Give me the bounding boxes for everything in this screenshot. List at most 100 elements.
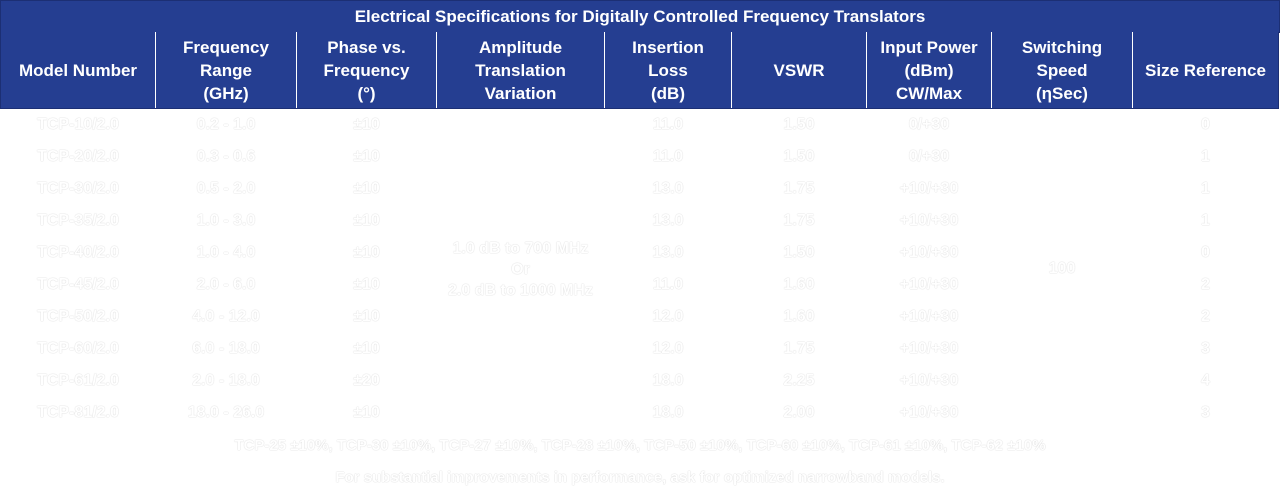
phase-cell: ±10 (353, 308, 380, 325)
footnote-tolerances: TCP-25 ±10%, TCP-30 ±10%, TCP-27 ±10%, T… (234, 437, 1046, 454)
table-title: Electrical Specifications for Digitally … (0, 0, 1280, 33)
size-reference-cell: 4 (1201, 372, 1210, 389)
model-number-cell: TCP-45/2.0 (37, 276, 119, 293)
header-vswr: VSWR (731, 32, 867, 109)
vswr-cell: 2.00 (783, 404, 815, 421)
frequency-range-cell: 4.0 - 12.0 (192, 308, 260, 325)
model-number-cell: TCP-81/2.0 (37, 404, 119, 421)
input-power-cell: +10/+30 (899, 308, 959, 325)
footnote-narrowband: For substantial improvements in performa… (335, 469, 945, 486)
input-power-cell: 0/+30 (908, 148, 950, 165)
phase-cell: ±10 (353, 244, 380, 261)
header-amplitude-translation-variation: Amplitude Translation Variation (436, 32, 605, 109)
frequency-range-cell: 1.0 - 4.0 (196, 244, 256, 261)
size-reference-cell: 3 (1201, 340, 1210, 357)
size-reference-cell: 1 (1201, 212, 1210, 229)
header-phase-vs-frequency: Phase vs. Frequency (°) (296, 32, 437, 109)
frequency-range-cell: 0.5 - 2.0 (196, 180, 256, 197)
input-power-cell: 0/+30 (908, 116, 950, 133)
phase-cell: ±10 (353, 212, 380, 229)
phase-cell: ±10 (353, 116, 380, 133)
vswr-cell: 1.50 (783, 116, 815, 133)
table-row: TCP-20/2.0 0.3 - 0.6 ±10 11.0 1.50 0/+30… (1, 141, 1279, 173)
input-power-cell: +10/+30 (899, 180, 959, 197)
frequency-range-cell: 6.0 - 18.0 (192, 340, 260, 357)
insertion-loss-cell: 18.0 (652, 372, 684, 389)
specifications-table: Model Number Frequency Range (GHz) Phase v… (0, 32, 1279, 429)
phase-cell: ±10 (353, 276, 380, 293)
size-reference-cell: 0 (1201, 116, 1210, 133)
amplitude-variation-line-3: 2.0 dB to 1000 MHz (448, 281, 593, 299)
header-size-reference: Size Reference (1132, 32, 1279, 109)
amplitude-variation-cell: 1.0 dB to 700 MHz Or 2.0 dB to 1000 MHz (437, 109, 605, 430)
insertion-loss-cell: 13.0 (652, 180, 684, 197)
header-row: Model Number Frequency Range (GHz) Phase v… (0, 32, 1279, 109)
vswr-cell: 1.75 (783, 340, 815, 357)
phase-cell: ±10 (353, 180, 380, 197)
insertion-loss-cell: 13.0 (652, 244, 684, 261)
table-row: TCP-81/2.0 18.0 - 26.0 ±10 18.0 2.00 +10… (1, 397, 1279, 429)
table-row: TCP-45/2.0 2.0 - 6.0 ±10 11.0 1.60 +10/+… (1, 269, 1279, 301)
frequency-range-cell: 2.0 - 6.0 (196, 276, 256, 293)
header-frequency-range: Frequency Range (GHz) (155, 32, 297, 109)
size-reference-cell: 2 (1201, 276, 1210, 293)
input-power-cell: +10/+30 (899, 244, 959, 261)
phase-cell: ±10 (353, 148, 380, 165)
switching-speed-cell: 100 (1048, 260, 1076, 277)
vswr-cell: 1.50 (783, 148, 815, 165)
header-switching-speed: Switching Speed (ηSec) (991, 32, 1133, 109)
input-power-cell: +10/+30 (899, 340, 959, 357)
table-row: TCP-10/2.0 0.2 - 1.0 ±10 1.0 dB to 700 M… (1, 109, 1279, 299)
model-number-cell: TCP-30/2.0 (37, 180, 119, 197)
frequency-range-cell: 2.0 - 18.0 (192, 372, 260, 389)
frequency-range-cell: 1.0 - 3.0 (196, 212, 256, 229)
input-power-cell: +10/+30 (899, 372, 959, 389)
amplitude-variation-line-2: Or (511, 260, 530, 278)
insertion-loss-cell: 11.0 (652, 116, 684, 133)
size-reference-cell: 1 (1201, 180, 1210, 197)
frequency-range-cell: 0.3 - 0.6 (196, 148, 256, 165)
frequency-range-cell: 0.2 - 1.0 (196, 116, 256, 133)
insertion-loss-cell: 12.0 (652, 340, 684, 357)
phase-cell: ±10 (353, 340, 380, 357)
insertion-loss-cell: 11.0 (652, 148, 684, 165)
header-insertion-loss: Insertion Loss (dB) (604, 32, 732, 109)
table-row: TCP-30/2.0 0.5 - 2.0 ±10 13.0 1.75 +10/+… (1, 173, 1279, 205)
model-number-cell: TCP-10/2.0 (37, 116, 119, 133)
frequency-range-cell: 18.0 - 26.0 (187, 404, 265, 421)
table-row: TCP-50/2.0 4.0 - 12.0 ±10 12.0 1.60 +10/… (1, 301, 1279, 333)
size-reference-cell: 2 (1201, 308, 1210, 325)
input-power-cell: +10/+30 (899, 212, 959, 229)
table-row: TCP-40/2.0 1.0 - 4.0 ±10 13.0 1.50 +10/+… (1, 237, 1279, 269)
vswr-cell: 1.75 (783, 180, 815, 197)
vswr-cell: 2.25 (783, 372, 815, 389)
insertion-loss-cell: 12.0 (652, 308, 684, 325)
model-number-cell: TCP-50/2.0 (37, 308, 119, 325)
header-model-number: Model Number (0, 32, 156, 109)
input-power-cell: +10/+30 (899, 276, 959, 293)
insertion-loss-cell: 18.0 (652, 404, 684, 421)
insertion-loss-cell: 13.0 (652, 212, 684, 229)
table-row: TCP-61/2.0 2.0 - 18.0 ±20 18.0 2.25 +10/… (1, 365, 1279, 397)
header-input-power: Input Power (dBm) CW/Max (866, 32, 992, 109)
input-power-cell: +10/+30 (899, 404, 959, 421)
vswr-cell: 1.50 (783, 244, 815, 261)
model-number-cell: TCP-60/2.0 (37, 340, 119, 357)
model-number-cell: TCP-35/2.0 (37, 212, 119, 229)
model-number-cell: TCP-20/2.0 (37, 148, 119, 165)
table-row: TCP-35/2.0 1.0 - 3.0 ±10 13.0 1.75 +10/+… (1, 205, 1279, 237)
insertion-loss-cell: 11.0 (652, 276, 684, 293)
phase-cell: ±20 (353, 372, 380, 389)
phase-cell: ±10 (353, 404, 380, 421)
size-reference-cell: 3 (1201, 404, 1210, 421)
size-reference-cell: 0 (1201, 244, 1210, 261)
model-number-cell: TCP-40/2.0 (37, 244, 119, 261)
vswr-cell: 1.75 (783, 212, 815, 229)
vswr-cell: 1.60 (783, 308, 815, 325)
amplitude-variation-line-1: 1.0 dB to 700 MHz (452, 239, 589, 257)
table-row: TCP-60/2.0 6.0 - 18.0 ±10 12.0 1.75 +10/… (1, 333, 1279, 365)
vswr-cell: 1.60 (783, 276, 815, 293)
model-number-cell: TCP-61/2.0 (37, 372, 119, 389)
size-reference-cell: 1 (1201, 148, 1210, 165)
